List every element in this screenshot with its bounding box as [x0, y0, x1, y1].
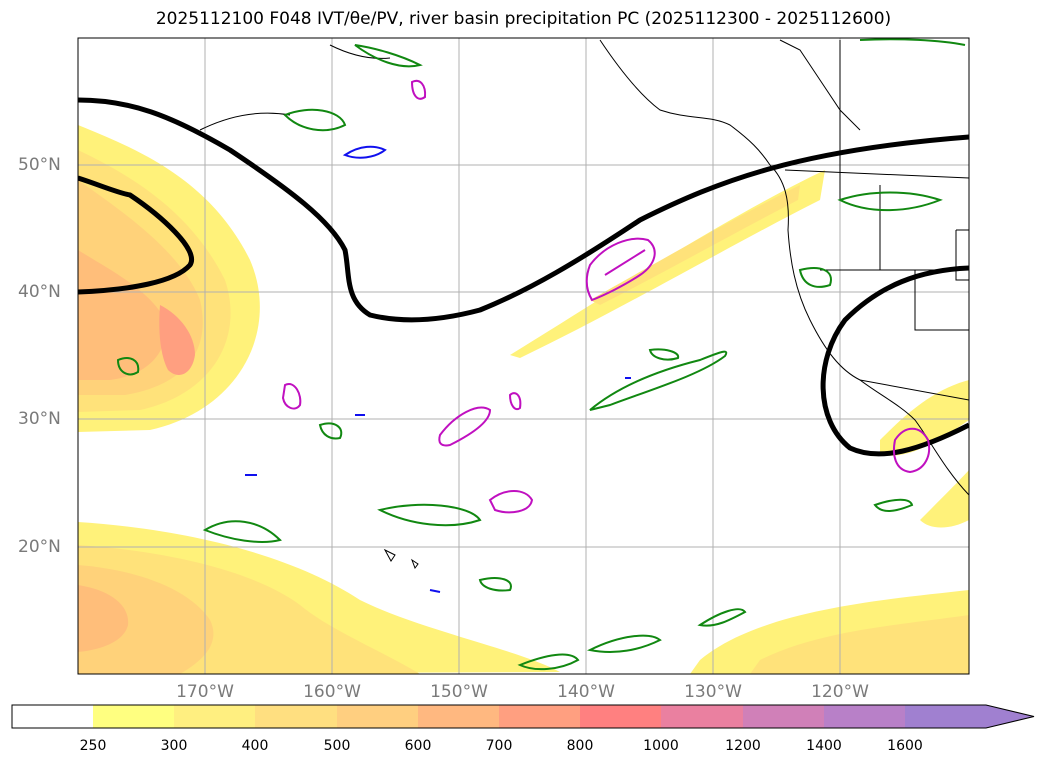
colorbar-tick: 300: [160, 738, 188, 754]
lon-label-130w: 130°W: [684, 682, 742, 702]
colorbar-tick: 500: [323, 738, 351, 754]
lon-label-150w: 150°W: [430, 682, 488, 702]
colorbar-tick: 1000: [643, 738, 679, 754]
plot-frame: [77, 37, 970, 675]
colorbar-tick: 600: [404, 738, 432, 754]
colorbar-tick: 250: [79, 738, 107, 754]
colorbar-tick: 1200: [725, 738, 761, 754]
colorbar-tick: 400: [241, 738, 269, 754]
lat-label-50n: 50°N: [18, 155, 61, 175]
lon-label-160w: 160°W: [303, 682, 361, 702]
coastlines: [199, 39, 969, 570]
colorbar-tick: 1400: [806, 738, 842, 754]
ivt-shading: [78, 125, 969, 674]
chart-title: 2025112100 F048 IVT/θe/PV, river basin p…: [155, 9, 892, 29]
map-plot-area: [78, 38, 969, 674]
lon-label-140w: 140°W: [557, 682, 615, 702]
colorbar-tick: 800: [566, 738, 594, 754]
lon-label-120w: 120°W: [811, 682, 869, 702]
colorbar: [11, 704, 1035, 729]
lat-label-40n: 40°N: [18, 282, 61, 302]
colorbar-tick: 1600: [887, 738, 923, 754]
precip-contours: [281, 79, 930, 514]
pv-contours: [116, 38, 966, 671]
theta-e-contours: [78, 97, 969, 457]
lat-label-30n: 30°N: [18, 409, 61, 429]
lat-label-20n: 20°N: [18, 537, 61, 557]
colorbar-tick: 700: [485, 738, 513, 754]
blue-contours: [245, 145, 631, 593]
lon-label-170w: 170°W: [176, 682, 234, 702]
